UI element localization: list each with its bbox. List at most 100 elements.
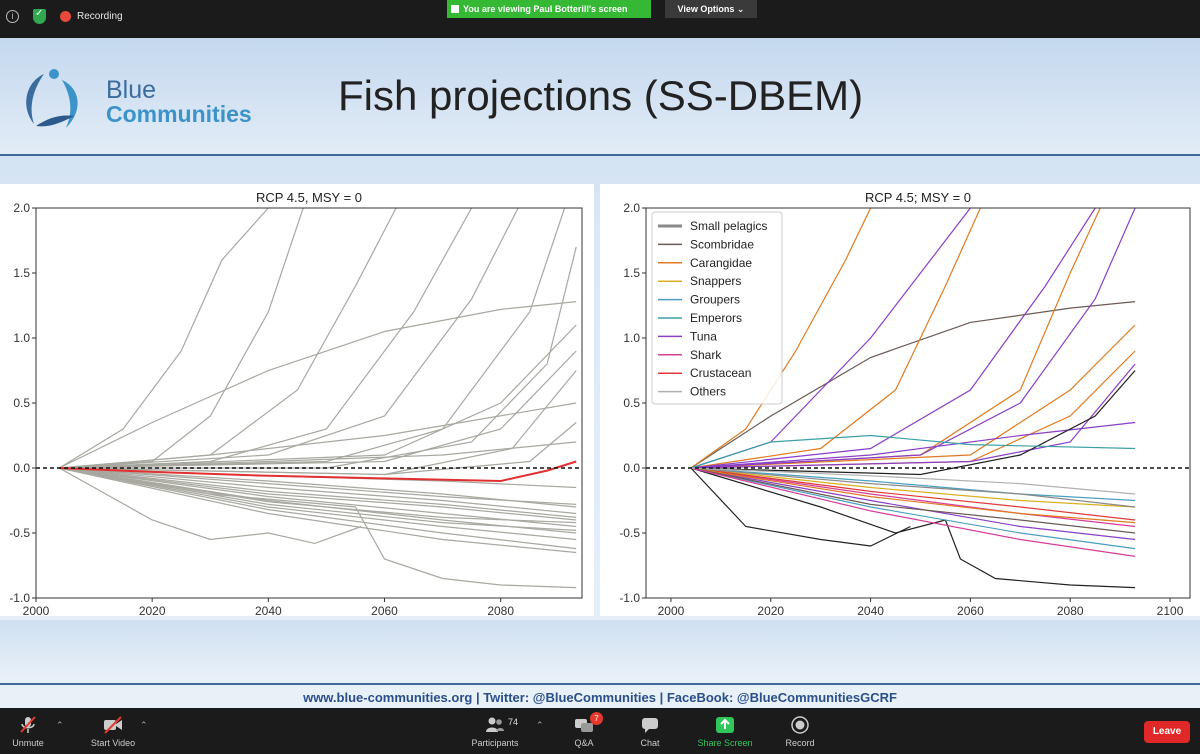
view-options-button[interactable]: View Options ⌄ <box>665 0 757 18</box>
series-line-23 <box>59 467 577 550</box>
meeting-toolbar: Unmute ⌃ Start Video ⌃ 74 Participants ⌃… <box>0 710 1200 754</box>
start-video-button[interactable]: Start Video <box>84 710 142 754</box>
unmute-button[interactable]: Unmute <box>6 710 50 754</box>
x-tick-label: 2020 <box>757 604 784 616</box>
video-off-icon <box>104 716 122 734</box>
series-line-13 <box>59 441 577 469</box>
y-tick-label: -1.0 <box>9 591 30 605</box>
share-screen-icon <box>716 717 734 733</box>
series-line-19 <box>690 467 1136 541</box>
y-tick-label: 1.5 <box>623 266 640 280</box>
video-options-caret-icon[interactable]: ⌃ <box>140 720 148 730</box>
series-line-23 <box>690 467 1136 534</box>
series-line-10 <box>690 421 1136 469</box>
logo-text-blue: Blue <box>106 76 157 104</box>
recording-icon <box>60 11 71 22</box>
x-tick-label: 2060 <box>371 604 398 616</box>
y-tick-label: 0.0 <box>13 461 30 475</box>
y-tick-label: 1.5 <box>13 266 30 280</box>
legend-entry: Crustacean <box>690 366 751 380</box>
series-line-8 <box>690 208 1136 469</box>
series-line-7 <box>690 208 1096 469</box>
legend-entry: Others <box>690 385 726 399</box>
series-line-19 <box>59 467 577 541</box>
logo-text-communities: Communities <box>106 101 252 127</box>
series-line-17 <box>690 467 1136 528</box>
series-line-18 <box>690 467 1136 521</box>
chart-panel-right: RCP 4.5; MSY = 0 2.0 1.5 1.0 0.5 0.0 -0.5 -1.0 2… <box>600 184 1200 616</box>
series-line-1 <box>690 208 872 469</box>
record-icon <box>791 716 809 734</box>
chart-panel-left: RCP 4.5, MSY = 0 2.0 1.5 1.0 0.5 0.0 -0.5 -1.0 2… <box>0 184 594 616</box>
series-line-12 <box>59 402 577 469</box>
plot-area <box>646 208 1190 589</box>
record-button[interactable]: Record <box>780 710 820 754</box>
series-line-14 <box>690 434 1136 469</box>
series-line-12 <box>690 370 1136 476</box>
series-line-10 <box>59 370 577 476</box>
qa-badge: 7 <box>590 712 603 725</box>
series-line-24 <box>59 467 577 554</box>
x-tick-label: 2080 <box>487 604 514 616</box>
slide-footer-text: www.blue-communities.org | Twitter: @Blu… <box>303 690 897 705</box>
info-icon[interactable]: i <box>6 10 19 23</box>
y-tick-label: 1.0 <box>623 331 640 345</box>
chat-button[interactable]: Chat <box>632 710 668 754</box>
share-screen-label: Share Screen <box>697 738 753 748</box>
series-line-15 <box>59 467 577 515</box>
y-tick-label: 0.0 <box>623 461 640 475</box>
series-line-9 <box>59 350 577 469</box>
x-tick-label: 2000 <box>23 604 50 616</box>
y-tick-label: -1.0 <box>619 591 640 605</box>
legend-box <box>651 211 783 405</box>
series-line-2 <box>59 208 304 469</box>
series-line-8 <box>59 324 577 469</box>
qa-label: Q&A <box>574 738 594 748</box>
screen-icon <box>451 5 459 13</box>
chart-title: RCP 4.5; MSY = 0 <box>865 190 971 205</box>
series-line-6 <box>59 208 566 469</box>
x-tick-label: 2060 <box>957 604 984 616</box>
start-video-label: Start Video <box>90 738 136 748</box>
share-screen-button[interactable]: Share Screen <box>690 710 760 754</box>
series-line-26 <box>59 467 577 589</box>
legend-entry: Groupers <box>690 293 740 307</box>
series-line-29 <box>59 460 577 483</box>
viewing-banner-text: You are viewing Paul Botterill's screen <box>463 4 628 14</box>
chat-label: Chat <box>640 738 660 748</box>
unmute-label: Unmute <box>12 738 44 748</box>
series-line-21 <box>59 467 577 518</box>
x-tick-label: 2080 <box>1057 604 1084 616</box>
recording-label: Recording <box>77 11 123 22</box>
chart-title: RCP 4.5, MSY = 0 <box>256 190 362 205</box>
series-line-16 <box>690 467 1136 508</box>
x-tick-label: 2040 <box>857 604 884 616</box>
qa-icon <box>575 719 593 732</box>
x-tick-label: 2100 <box>1157 604 1184 616</box>
line-chart-left: RCP 4.5, MSY = 02.01.51.00.50.0-0.5-1.02… <box>9 190 583 616</box>
chart-legend: Small pelagics Scombridae Carangidae Snappe… <box>651 211 783 405</box>
shield-icon[interactable] <box>33 8 46 24</box>
slide-footer-divider <box>0 683 1200 685</box>
plot-area <box>36 208 582 589</box>
participants-caret-icon[interactable]: ⌃ <box>536 720 544 730</box>
record-label: Record <box>785 738 815 748</box>
series-line-20 <box>690 467 1136 550</box>
audio-options-caret-icon[interactable]: ⌃ <box>56 720 64 730</box>
leave-button[interactable]: Leave <box>1144 721 1190 743</box>
chat-icon <box>642 718 658 733</box>
blue-communities-logo-icon <box>26 69 78 128</box>
x-tick-label: 2000 <box>658 604 685 616</box>
qa-button[interactable]: 7 Q&A <box>566 710 603 754</box>
series-line-0 <box>690 301 1136 469</box>
y-tick-label: 1.0 <box>13 331 30 345</box>
participants-button[interactable]: 74 Participants <box>466 710 524 754</box>
series-line-7 <box>59 246 577 469</box>
y-tick-label: 0.5 <box>623 396 640 410</box>
series-line-0 <box>58 301 577 469</box>
legend-entry: Snappers <box>690 274 741 288</box>
series-line-1 <box>58 208 269 469</box>
shared-slide: Blue Communities Fish projections (SS-DB… <box>0 38 1200 708</box>
series-line-11 <box>690 467 1136 589</box>
series-line-15 <box>690 467 1136 502</box>
